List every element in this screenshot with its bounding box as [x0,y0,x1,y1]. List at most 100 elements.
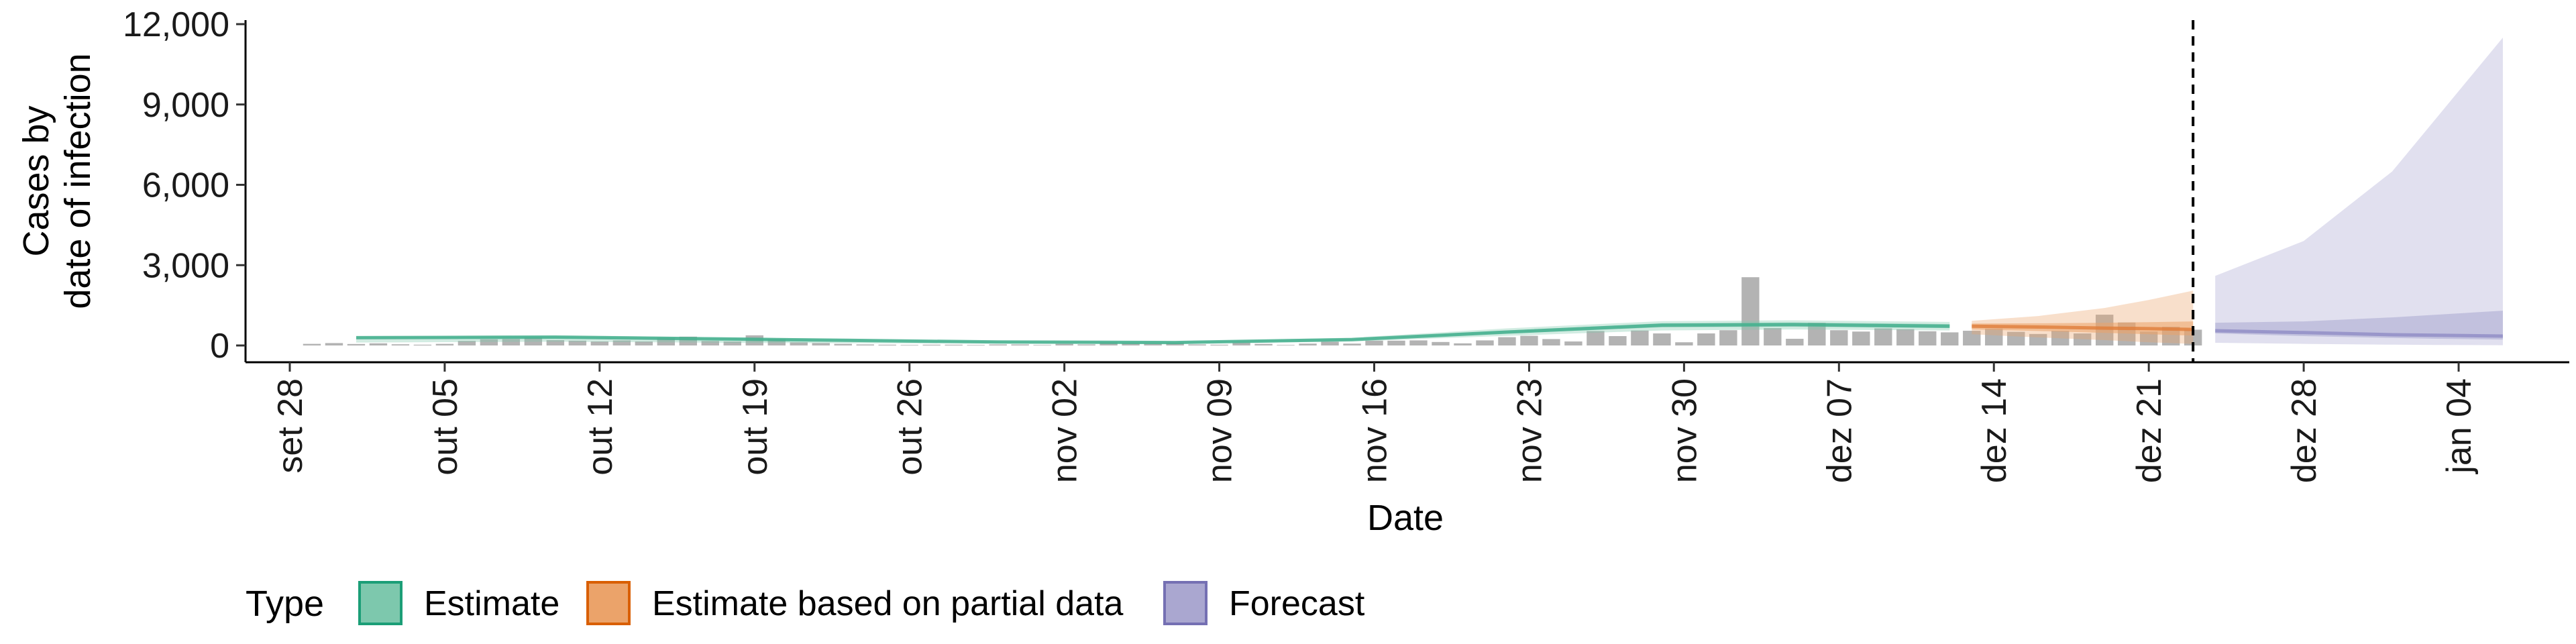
reported-case-bar [1675,342,1693,345]
reported-case-bar [1941,332,1959,345]
reported-case-bar [1343,343,1361,345]
estimate-based-on-partial-data-band-90 [1972,290,2194,344]
reported-case-bar [369,343,388,345]
x-tick-label: dez 28 [2285,378,2324,483]
plot-area [303,20,2504,362]
reported-case-bar [989,344,1007,345]
reported-case-bar [1542,339,1560,345]
reported-case-bar [1719,330,1737,345]
reported-case-bar [458,341,476,345]
legend-key [586,581,631,625]
reported-case-bar [1299,343,1317,345]
x-tick-label: nov 09 [1201,378,1240,483]
reported-case-bar [1963,331,1981,345]
reported-case-bar [1564,341,1582,345]
y-axis-title-line: date of infection [58,53,98,309]
reported-case-bar [1786,339,1804,345]
reported-case-bar [767,339,786,345]
x-tick-label: dez 07 [1820,378,1859,483]
x-tick-label: nov 30 [1665,378,1704,483]
x-tick-label: set 28 [271,378,310,474]
reported-case-bar [812,343,830,345]
reported-case-bar [546,340,565,345]
reported-case-bar [435,343,454,345]
reported-case-bar [1188,344,1206,345]
x-tick-label: dez 21 [2130,378,2169,483]
reported-case-bar [1011,344,1029,345]
reported-case-bar [1587,331,1605,345]
y-tick-label: 9,000 [142,86,229,125]
reported-case-bar [303,343,321,345]
y-axis-title: Cases bydate of infection [16,53,98,309]
reported-case-bar [1697,333,1715,345]
reported-case-bar [2051,331,2070,345]
reported-case-bar [1122,343,1140,345]
x-tick-label: dez 14 [1975,378,2014,483]
reported-case-bar [590,341,609,345]
reported-case-bar [2029,333,2047,345]
y-tick-label: 3,000 [142,246,229,285]
reported-case-bar [1365,340,1383,345]
reported-case-bar [1741,277,1760,345]
x-tick-label: out 26 [891,378,930,476]
reported-case-bar [1919,331,1937,345]
reported-case-bar [1232,342,1250,345]
legend: Type Estimate Estimate based on partial d… [246,581,1365,625]
reported-case-bar [1432,341,1450,345]
reported-case-bar [1874,328,1892,345]
x-axis-title: Date [1367,498,1444,538]
forecast-band-90 [2215,38,2503,345]
reported-case-bar [1985,328,2003,345]
reported-case-bar [834,343,852,345]
reported-case-bar [391,344,410,345]
reported-case-bar [1387,340,1405,345]
reported-case-bar [790,342,808,345]
legend-label: Estimate [424,584,559,623]
forecast-median-line [2215,329,2504,338]
reported-case-bar [1254,343,1273,345]
reported-case-bar [1409,340,1428,345]
reported-case-bar [856,344,874,345]
axes [244,20,2569,364]
reported-case-bar [1454,343,1472,345]
y-tick-label: 12,000 [123,5,229,44]
reported-case-bar [568,340,587,345]
x-tick-label: nov 02 [1046,378,1085,483]
legend-label: Estimate based on partial data [652,584,1124,623]
legend-key [358,581,402,625]
x-tick-label: out 12 [581,378,620,476]
reported-case-bar [1055,343,1073,345]
reported-case-bar [1077,344,1095,345]
x-tick-label: out 05 [426,378,465,476]
reported-case-bar [1830,330,1848,345]
reported-case-bar [1476,340,1494,345]
reported-case-bar [2074,333,2092,345]
reported-case-bar [480,339,498,345]
reported-case-bar [1321,341,1339,345]
legend-label: Forecast [1229,584,1365,623]
y-tick-label: 6,000 [142,166,229,205]
reported-case-bar [723,341,741,345]
reported-case-bar [502,339,521,345]
reported-case-bar [1764,328,1782,345]
reported-case-bar [1498,337,1516,345]
legend-key [1163,581,1208,625]
reported-case-bar [2007,331,2025,345]
x-tick-label: out 19 [736,378,775,476]
reported-case-bar [325,343,343,345]
reported-case-bar [1520,335,1538,345]
reported-case-bar [1896,329,1915,345]
reported-case-bar [1852,331,1870,345]
reported-case-bar [657,337,676,345]
estimate-median-line [356,323,1950,345]
reported-case-bar [524,337,543,345]
y-axis-title-line: Cases by [16,105,56,256]
reported-case-bar [635,341,653,345]
reported-case-bar [612,340,631,345]
x-tick-label: nov 16 [1356,378,1395,483]
reported-case-bar [347,343,366,345]
reported-case-bar [1144,343,1162,345]
y-ticks: 0 3,000 6,000 9,000 12,000 [123,5,246,366]
reported-case-bar [1609,336,1627,345]
